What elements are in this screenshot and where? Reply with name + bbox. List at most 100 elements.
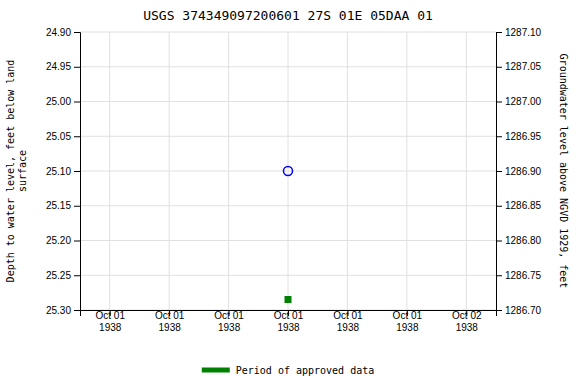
legend-item: Period of approved data — [202, 365, 374, 376]
y2-tick-mark — [496, 206, 502, 207]
x-tick-label: Oct 021938 — [452, 310, 482, 333]
grid — [80, 32, 496, 310]
y-tick-label: 25.00 — [46, 96, 71, 107]
point — [285, 297, 290, 302]
y-tick-mark — [74, 171, 80, 172]
x-tick-label-line: 1938 — [456, 322, 479, 333]
x-tick: Oct 011938 — [95, 310, 125, 333]
y-tick-label: 24.90 — [46, 27, 71, 38]
y-tick-mark — [74, 241, 80, 242]
series — [283, 166, 292, 175]
grid-line — [466, 32, 467, 310]
y2-tick-label: 1287.05 — [505, 61, 542, 72]
y-tick-mark — [74, 136, 80, 137]
grid-line — [347, 32, 348, 310]
x-tick-label-line: Oct 01 — [155, 310, 185, 321]
y2-tick: 1286.95 — [496, 131, 542, 142]
y-tick: 25.30 — [46, 305, 80, 316]
y-tick-label: 25.15 — [46, 200, 71, 211]
title: USGS 374349097200601 27S 01E 05DAA 01 — [143, 8, 433, 23]
x-tick-label-line: 1938 — [159, 322, 182, 333]
y2-axis: 1286.70 1286.75 1286.80 1286.85 1286.90 1286.… — [496, 27, 542, 316]
grid-line — [406, 32, 407, 310]
y-tick-mark — [74, 102, 80, 103]
y-tick: 25.10 — [46, 166, 80, 177]
y-tick: 24.95 — [46, 61, 80, 72]
x-tick-label-line: 1938 — [277, 322, 300, 333]
y-tick-mark — [74, 310, 80, 311]
x-tick-label-line: 1938 — [99, 322, 122, 333]
chart: Oct 011938Oct 011938Oct 011938Oct 011938… — [0, 0, 576, 384]
y-tick-mark — [74, 275, 80, 276]
x-tick-label-line: Oct 01 — [214, 310, 244, 321]
y2-tick-label: 1286.75 — [505, 270, 542, 281]
x-tick: Oct 011938 — [333, 310, 363, 333]
legend-label: Period of approved data — [236, 365, 374, 376]
y2-tick-mark — [496, 67, 502, 68]
grid-line — [109, 32, 110, 310]
y-tick-label: 25.25 — [46, 270, 71, 281]
plot-area: Oct 011938Oct 011938Oct 011938Oct 011938… — [5, 27, 569, 333]
y2-tick-mark — [496, 32, 502, 33]
y-tick-mark — [74, 32, 80, 33]
y2-tick-mark — [496, 136, 502, 137]
y2-tick: 1286.70 — [496, 305, 542, 316]
x-tick-label-line: 1938 — [396, 322, 419, 333]
y-tick-label: 24.95 — [46, 61, 71, 72]
y2-tick-label: 1286.70 — [505, 305, 542, 316]
x-tick-label-line: Oct 01 — [393, 310, 423, 321]
y-tick-mark — [74, 206, 80, 207]
y2-tick: 1287.05 — [496, 61, 542, 72]
x-tick-label-line: Oct 01 — [333, 310, 363, 321]
x-tick-label: Oct 011938 — [274, 310, 304, 333]
x-tick-label-line: Oct 01 — [95, 310, 125, 321]
grid-line — [288, 32, 289, 310]
y-axis: 24.90 24.95 25.00 25.05 25.10 25.15 25.20 25.25… — [46, 27, 81, 316]
y2-axis-title: Groundwater level above NGVD 1929, feet — [558, 54, 569, 289]
y2-tick-label: 1286.90 — [505, 166, 542, 177]
y-axis-title-line: surface — [17, 150, 28, 192]
y-tick-label: 25.30 — [46, 305, 71, 316]
x-tick: Oct 011938 — [393, 310, 423, 333]
legend: Period of approved data — [202, 365, 374, 376]
y2-tick: 1287.00 — [496, 96, 542, 107]
x-tick: Oct 021938 — [452, 310, 482, 333]
x-tick-label: Oct 011938 — [95, 310, 125, 333]
x-tick-label-line: Oct 01 — [274, 310, 304, 321]
y2-tick-label: 1286.85 — [505, 200, 542, 211]
y2-tick: 1286.75 — [496, 270, 542, 281]
y-axis-title: Depth to water level, feet below landsur… — [5, 60, 28, 283]
marks — [283, 166, 292, 302]
grid-line — [228, 32, 229, 310]
y2-tick: 1286.80 — [496, 235, 542, 246]
x-tick-label: Oct 011938 — [393, 310, 423, 333]
series — [285, 297, 290, 302]
x-tick: Oct 011938 — [274, 310, 304, 333]
x-tick-label: Oct 011938 — [214, 310, 244, 333]
point — [283, 166, 292, 175]
y2-tick-mark — [496, 171, 502, 172]
y-axis-title-line: Depth to water level, feet below land — [5, 60, 16, 283]
y2-tick-mark — [496, 275, 502, 276]
y-tick: 25.20 — [46, 235, 80, 246]
y-tick-mark — [74, 67, 80, 68]
y-tick: 25.00 — [46, 96, 80, 107]
y2-tick: 1287.10 — [496, 27, 542, 38]
y-tick: 24.90 — [46, 27, 80, 38]
y2-tick-label: 1286.95 — [505, 131, 542, 142]
y-tick: 25.25 — [46, 270, 80, 281]
y2-tick-mark — [496, 241, 502, 242]
y-tick-label: 25.20 — [46, 235, 71, 246]
x-tick-label-line: 1938 — [218, 322, 241, 333]
x-tick-label-line: Oct 02 — [452, 310, 482, 321]
y-tick-label: 25.05 — [46, 131, 71, 142]
y-tick: 25.15 — [46, 200, 80, 211]
y-tick: 25.05 — [46, 131, 80, 142]
x-tick-label: Oct 011938 — [155, 310, 185, 333]
y-axis-line — [74, 33, 81, 311]
y2-tick: 1286.85 — [496, 200, 542, 211]
grid-line — [169, 32, 170, 310]
y2-tick-label: 1287.10 — [505, 27, 542, 38]
x-tick: Oct 011938 — [155, 310, 185, 333]
x-axis: Oct 011938Oct 011938Oct 011938Oct 011938… — [81, 310, 497, 333]
